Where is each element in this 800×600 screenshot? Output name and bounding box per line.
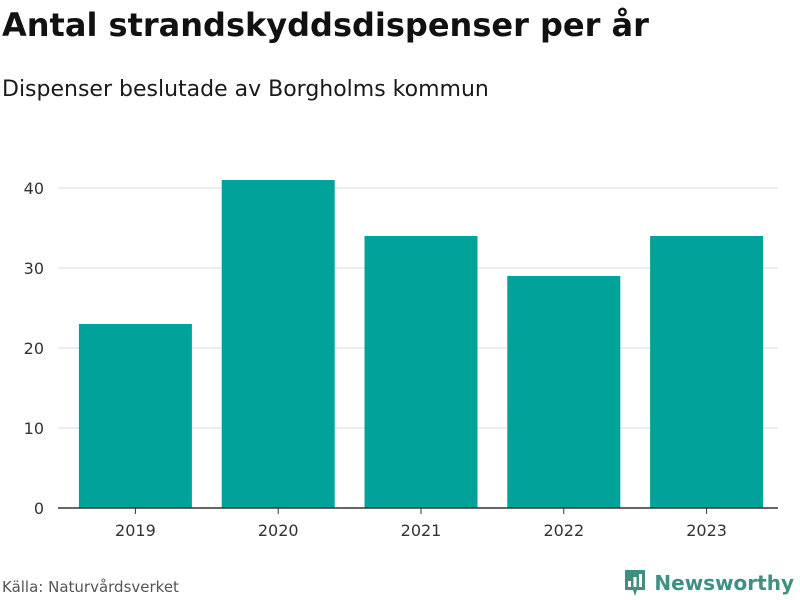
chart-subtitle: Dispenser beslutade av Borgholms kommun bbox=[2, 77, 489, 102]
x-tick-label: 2022 bbox=[543, 521, 584, 540]
chart-title: Antal strandskyddsdispenser per år bbox=[2, 6, 649, 44]
y-tick-label: 40 bbox=[24, 179, 44, 198]
bar bbox=[221, 180, 335, 508]
x-tick-label: 2021 bbox=[401, 521, 442, 540]
source-note: Källa: Naturvårdsverket bbox=[2, 578, 179, 596]
bar-chart: 0 10 20 30 40 2019 2020 2021 2022 2023 bbox=[24, 179, 778, 540]
y-tick-label: 0 bbox=[34, 499, 44, 518]
brand-logo: Newsworthy bbox=[623, 568, 794, 598]
axes: 0 10 20 30 40 2019 2020 2021 2022 2023 bbox=[24, 179, 778, 540]
bars bbox=[78, 180, 764, 508]
x-tick-label: 2020 bbox=[258, 521, 299, 540]
bar bbox=[78, 324, 192, 508]
bar bbox=[650, 236, 764, 508]
bar bbox=[507, 276, 621, 508]
x-tick-label: 2019 bbox=[115, 521, 156, 540]
brand-name: Newsworthy bbox=[654, 571, 794, 595]
y-tick-label: 20 bbox=[24, 339, 44, 358]
y-tick-label: 10 bbox=[24, 419, 44, 438]
y-tick-label: 30 bbox=[24, 259, 44, 278]
bar bbox=[364, 236, 478, 508]
x-tick-label: 2023 bbox=[686, 521, 727, 540]
newsworthy-logo-icon bbox=[625, 570, 646, 596]
